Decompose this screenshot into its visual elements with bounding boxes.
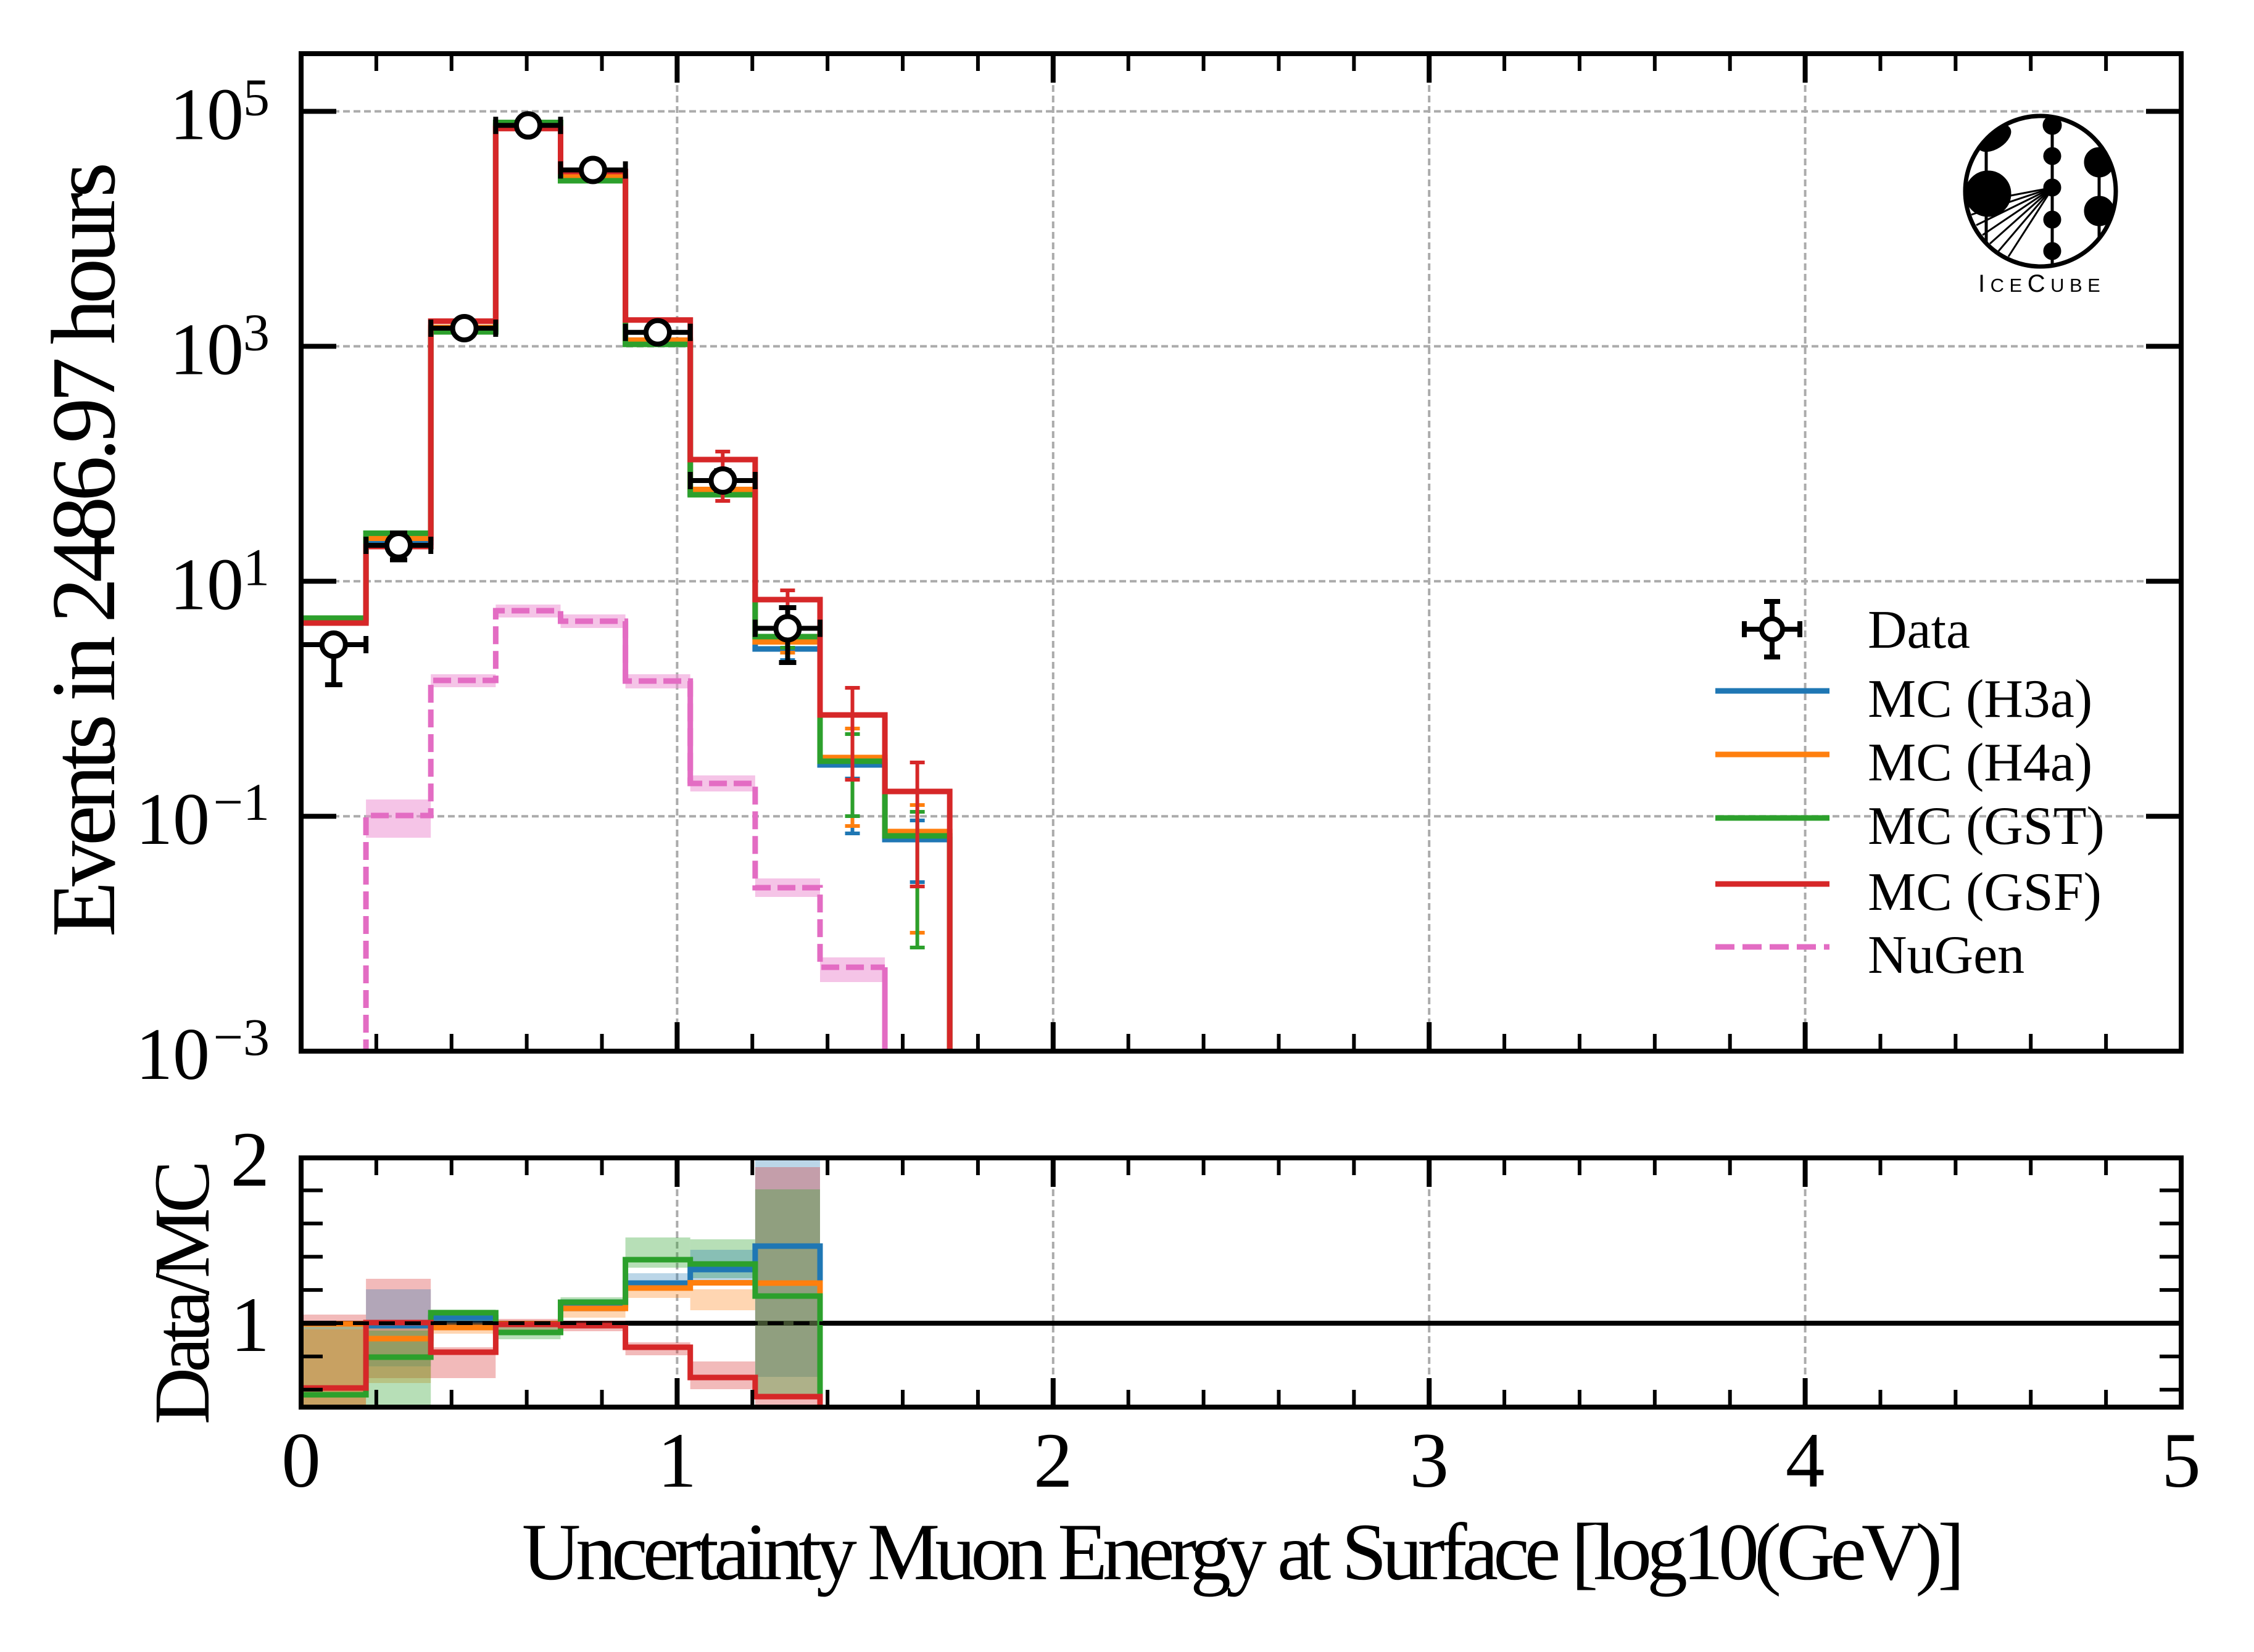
svg-text:0: 0 xyxy=(281,1418,321,1504)
svg-text:MC (H3a): MC (H3a) xyxy=(1868,669,2092,729)
svg-text:Uncertainty Muon Energy at Sur: Uncertainty Muon Energy at Surface [log1… xyxy=(522,1506,1960,1597)
svg-text:10: 10 xyxy=(136,778,210,860)
svg-text:MC (H4a): MC (H4a) xyxy=(1868,733,2092,793)
svg-text:1: 1 xyxy=(243,537,270,597)
svg-text:10: 10 xyxy=(170,308,244,390)
svg-text:5: 5 xyxy=(2161,1418,2201,1504)
svg-text:Data/MC: Data/MC xyxy=(138,1164,226,1424)
svg-text:5: 5 xyxy=(243,68,270,127)
svg-text:ICECUBE: ICECUBE xyxy=(1978,270,2105,297)
svg-text:MC (GSF): MC (GSF) xyxy=(1868,862,2102,922)
svg-text:−1: −1 xyxy=(213,772,270,832)
svg-text:10: 10 xyxy=(170,73,244,155)
svg-text:1: 1 xyxy=(658,1418,697,1504)
svg-text:NuGen: NuGen xyxy=(1868,925,2024,985)
svg-text:2: 2 xyxy=(231,1117,270,1203)
svg-text:−3: −3 xyxy=(213,1007,270,1067)
svg-text:3: 3 xyxy=(243,302,270,361)
svg-text:3: 3 xyxy=(1409,1418,1449,1504)
svg-text:1: 1 xyxy=(231,1282,270,1368)
svg-text:4: 4 xyxy=(1786,1418,1825,1504)
svg-text:MC (GST): MC (GST) xyxy=(1868,796,2105,856)
svg-text:10: 10 xyxy=(136,1013,210,1095)
svg-text:2: 2 xyxy=(1034,1418,1073,1504)
svg-text:Events in 2486.97 hours: Events in 2486.97 hours xyxy=(33,165,135,937)
svg-text:Data: Data xyxy=(1868,600,1970,660)
svg-text:10: 10 xyxy=(170,543,244,625)
